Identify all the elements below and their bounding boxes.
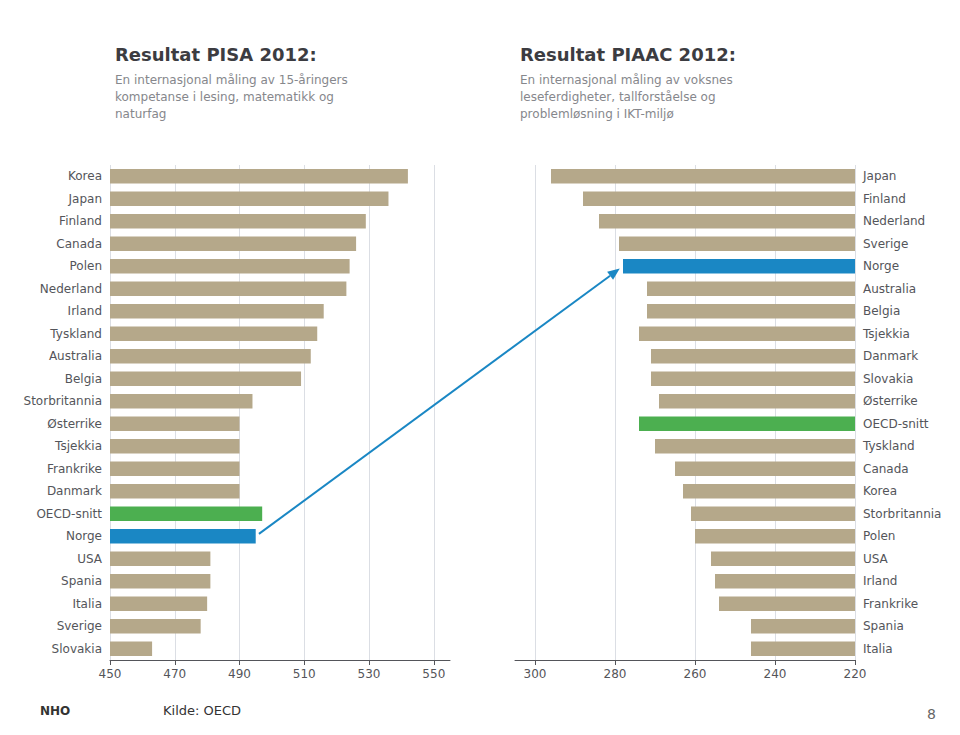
svg-text:Korea: Korea (68, 169, 102, 183)
svg-text:kompetanse i lesing, matematik: kompetanse i lesing, matematikk og (115, 90, 334, 104)
svg-text:Frankrike: Frankrike (47, 462, 102, 476)
svg-text:Spania: Spania (61, 574, 102, 588)
svg-text:Canada: Canada (56, 237, 102, 251)
svg-text:Spania: Spania (863, 619, 904, 633)
svg-text:Belgia: Belgia (65, 372, 102, 386)
svg-text:En internasjonal måling av 15-: En internasjonal måling av 15-åringers (115, 73, 348, 87)
svg-text:Nederland: Nederland (863, 214, 925, 228)
svg-text:Polen: Polen (863, 529, 895, 543)
svg-text:USA: USA (77, 552, 103, 566)
svg-text:Storbritannia: Storbritannia (863, 507, 941, 521)
svg-text:Japan: Japan (68, 192, 102, 206)
svg-text:Nederland: Nederland (40, 282, 102, 296)
svg-text:Tsjekkia: Tsjekkia (862, 327, 910, 341)
svg-text:Tyskland: Tyskland (862, 439, 915, 453)
svg-text:Belgia: Belgia (863, 304, 900, 318)
svg-text:Østerrike: Østerrike (863, 394, 918, 408)
svg-text:Irland: Irland (863, 574, 897, 588)
svg-text:260: 260 (684, 667, 707, 681)
svg-text:Resultat PIAAC 2012:: Resultat PIAAC 2012: (520, 44, 736, 65)
svg-text:490: 490 (228, 667, 251, 681)
svg-text:Frankrike: Frankrike (863, 597, 918, 611)
svg-text:Irland: Irland (68, 304, 102, 318)
svg-text:Korea: Korea (863, 484, 897, 498)
svg-text:OECD-snitt: OECD-snitt (863, 417, 929, 431)
svg-text:Resultat PISA 2012:: Resultat PISA 2012: (115, 44, 317, 65)
svg-text:Østerrike: Østerrike (47, 417, 102, 431)
svg-text:Australia: Australia (863, 282, 916, 296)
svg-text:Danmark: Danmark (863, 349, 918, 363)
svg-text:Polen: Polen (70, 259, 102, 273)
svg-text:Kilde: OECD: Kilde: OECD (163, 703, 241, 718)
svg-text:Japan: Japan (862, 169, 896, 183)
svg-text:Norge: Norge (863, 259, 899, 273)
svg-text:280: 280 (604, 667, 627, 681)
svg-text:8: 8 (927, 706, 936, 722)
svg-text:470: 470 (163, 667, 186, 681)
svg-text:Slovakia: Slovakia (863, 372, 913, 386)
svg-text:OECD-snitt: OECD-snitt (36, 507, 102, 521)
svg-text:leseferdigheter, tallforståels: leseferdigheter, tallforståelse og (520, 90, 716, 104)
svg-text:Tsjekkia: Tsjekkia (54, 439, 102, 453)
svg-text:problemløsning i IKT-miljø: problemløsning i IKT-miljø (520, 107, 674, 121)
svg-text:Australia: Australia (49, 349, 102, 363)
svg-text:300: 300 (524, 667, 547, 681)
svg-text:USA: USA (863, 552, 889, 566)
svg-text:530: 530 (358, 667, 381, 681)
svg-text:Danmark: Danmark (47, 484, 102, 498)
svg-text:Tyskland: Tyskland (49, 327, 102, 341)
svg-text:Sverige: Sverige (863, 237, 908, 251)
svg-text:550: 550 (422, 667, 445, 681)
svg-text:Italia: Italia (863, 642, 893, 656)
svg-text:Slovakia: Slovakia (52, 642, 102, 656)
svg-text:naturfag: naturfag (115, 107, 166, 121)
svg-text:450: 450 (99, 667, 122, 681)
svg-text:240: 240 (764, 667, 787, 681)
svg-text:Italia: Italia (72, 597, 102, 611)
svg-text:Sverige: Sverige (57, 619, 102, 633)
svg-text:NHO: NHO (40, 704, 70, 718)
svg-text:Finland: Finland (59, 214, 102, 228)
svg-text:220: 220 (844, 667, 867, 681)
svg-text:Norge: Norge (66, 529, 102, 543)
svg-text:Storbritannia: Storbritannia (24, 394, 102, 408)
svg-text:En internasjonal måling av vok: En internasjonal måling av voksnes (520, 73, 733, 87)
svg-text:Canada: Canada (863, 462, 909, 476)
svg-text:510: 510 (293, 667, 316, 681)
svg-text:Finland: Finland (863, 192, 906, 206)
